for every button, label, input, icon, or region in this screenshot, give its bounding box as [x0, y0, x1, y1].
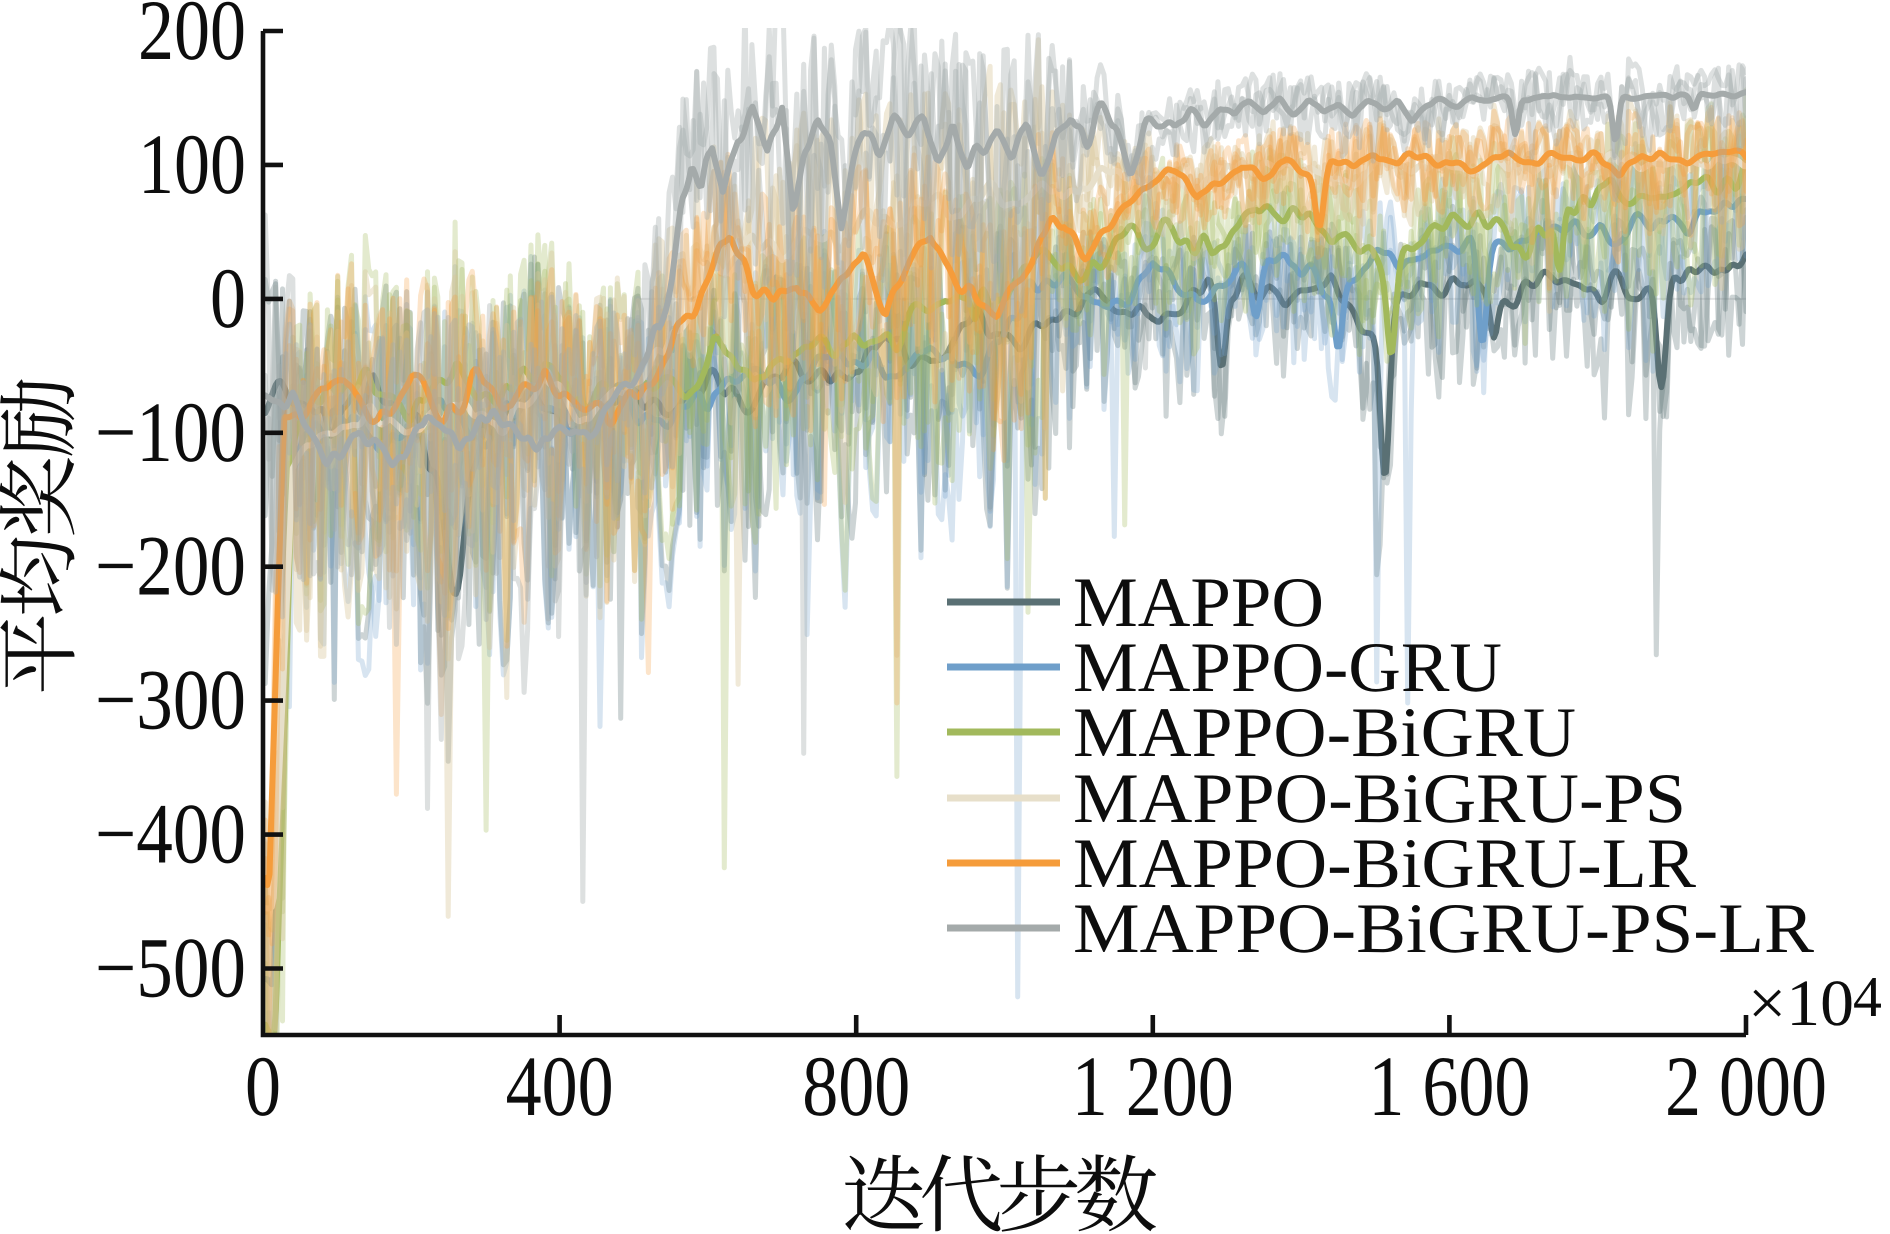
svg-text:2 000: 2 000 — [1665, 1038, 1827, 1134]
svg-text:0: 0 — [210, 250, 246, 346]
svg-text:800: 800 — [802, 1038, 910, 1134]
svg-text:1 600: 1 600 — [1368, 1038, 1530, 1134]
svg-text:−300: −300 — [95, 652, 246, 748]
svg-text:MAPPO: MAPPO — [1073, 564, 1324, 642]
svg-text:MAPPO-BiGRU-PS-LR: MAPPO-BiGRU-PS-LR — [1073, 890, 1815, 968]
svg-text:200: 200 — [138, 0, 246, 78]
svg-text:−200: −200 — [95, 518, 246, 614]
svg-text:MAPPO-BiGRU-PS: MAPPO-BiGRU-PS — [1073, 760, 1686, 838]
svg-text:0: 0 — [245, 1038, 281, 1134]
svg-text:−500: −500 — [95, 920, 246, 1016]
svg-text:−100: −100 — [95, 384, 246, 480]
svg-text:MAPPO-BiGRU: MAPPO-BiGRU — [1073, 694, 1576, 772]
svg-text:1 200: 1 200 — [1072, 1038, 1234, 1134]
svg-text:MAPPO-GRU: MAPPO-GRU — [1073, 629, 1502, 707]
svg-text:MAPPO-BiGRU-LR: MAPPO-BiGRU-LR — [1073, 825, 1697, 903]
svg-text:×10: ×10 — [1748, 967, 1854, 1040]
svg-text:−400: −400 — [95, 786, 246, 882]
svg-text:400: 400 — [506, 1038, 614, 1134]
svg-text:100: 100 — [138, 116, 246, 212]
